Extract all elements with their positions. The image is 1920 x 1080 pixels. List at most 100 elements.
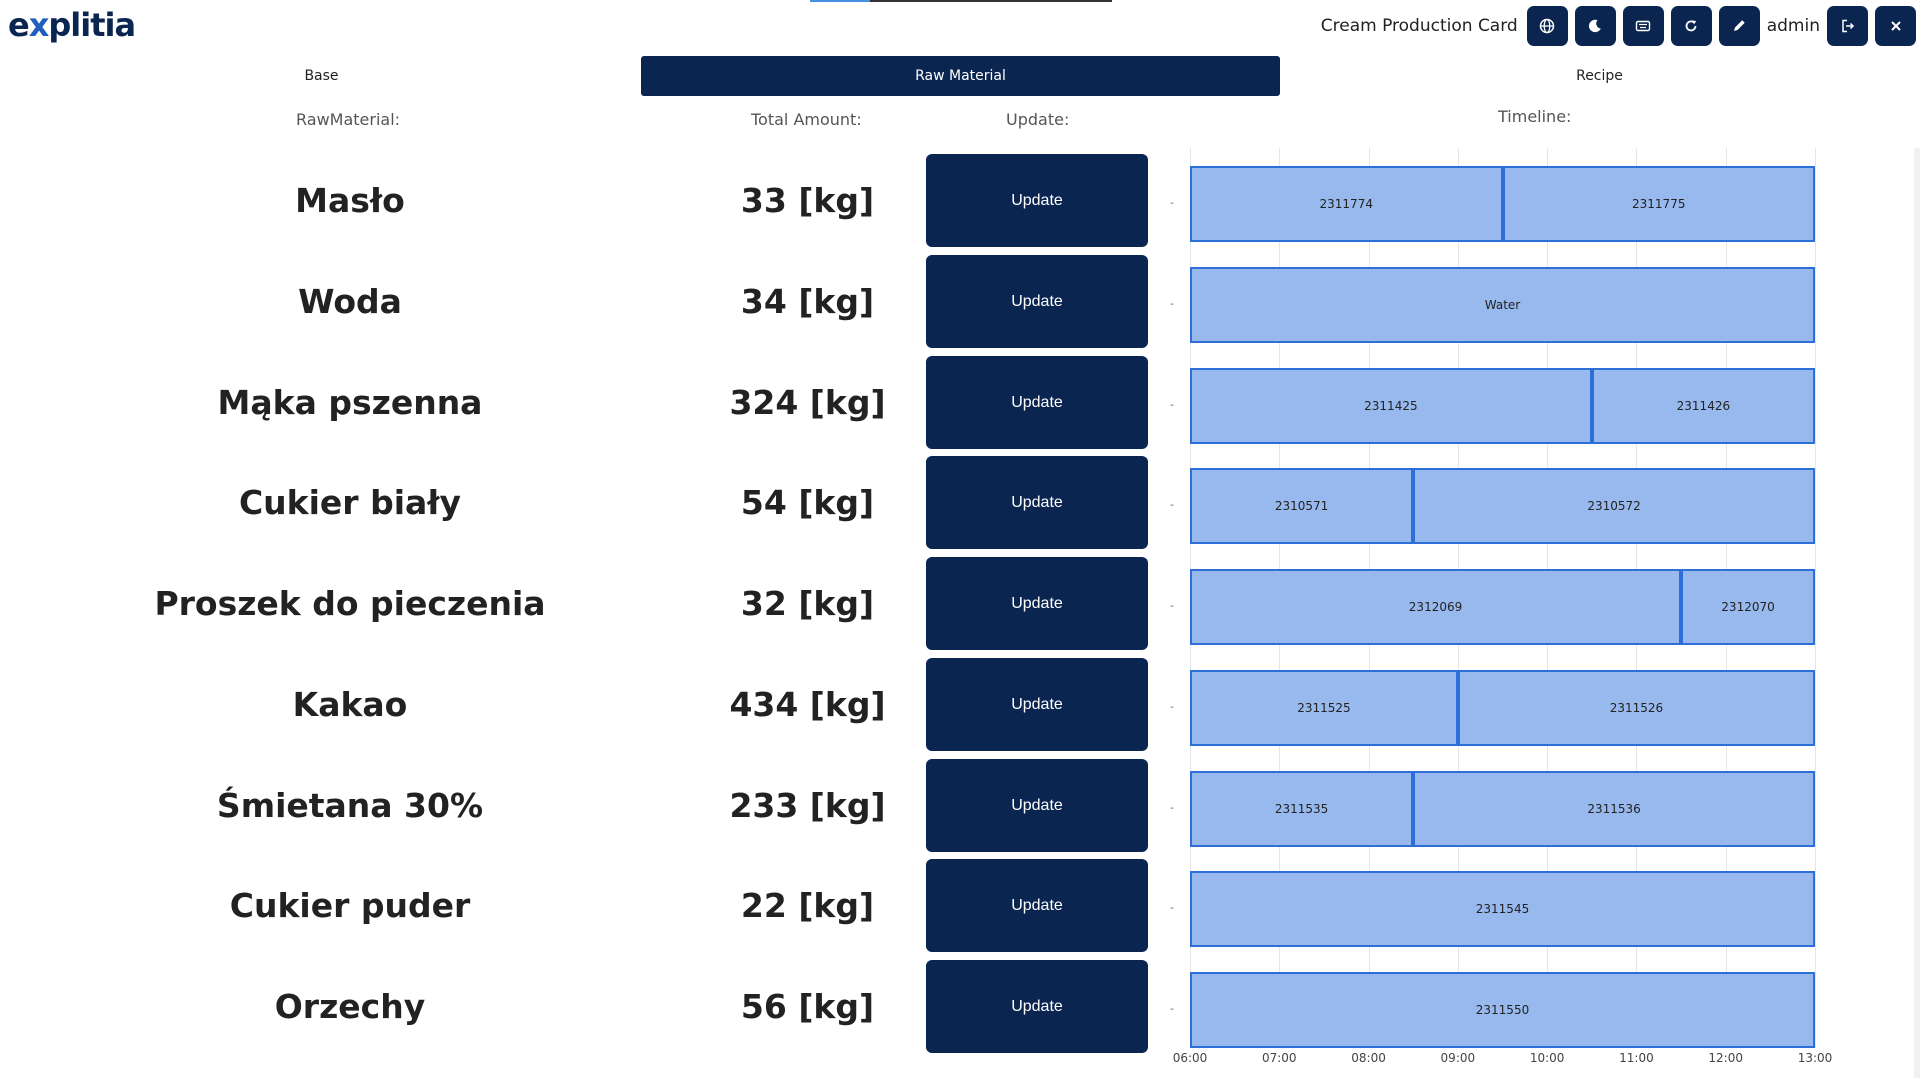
update-button[interactable]: Update — [926, 960, 1148, 1053]
timeline-tick-label: 12:00 — [1708, 1051, 1743, 1065]
timeline-tick-label: 09:00 — [1440, 1051, 1476, 1065]
material-name: Mąka pszenna — [217, 382, 483, 422]
timeline-batch-bar[interactable]: 2311545 — [1190, 871, 1815, 947]
timeline-row-label: - — [1170, 599, 1174, 612]
material-row: Kakao 434 [kg] Update — [0, 657, 1920, 751]
logo-text-pre: e — [8, 6, 30, 44]
moon-icon — [1589, 19, 1602, 33]
page-title: Cream Production Card — [1320, 16, 1518, 36]
edit-button[interactable] — [1718, 6, 1760, 46]
column-header-raw-material: RawMaterial: — [296, 110, 401, 129]
timeline-row-label: - — [1170, 297, 1174, 310]
timeline-batch-bar[interactable]: Water — [1190, 267, 1815, 343]
material-total-amount: 434 [kg] — [729, 684, 886, 724]
update-button[interactable]: Update — [926, 356, 1148, 449]
app-header: explitia Cream Production Card admin — [0, 0, 1920, 50]
refresh-icon — [1685, 20, 1697, 32]
update-button[interactable]: Update — [926, 557, 1148, 650]
material-row: Woda 34 [kg] Update — [0, 254, 1920, 348]
language-button[interactable] — [1526, 6, 1568, 46]
material-total-amount: 32 [kg] — [740, 583, 875, 623]
timeline-batch-bar[interactable]: 2311525 — [1190, 670, 1458, 746]
logo-text-x: x — [28, 6, 50, 44]
timeline-tick-label: 06:00 — [1172, 1051, 1208, 1065]
timeline-batch-bar[interactable]: 2312069 — [1190, 569, 1682, 645]
timeline-batch-bar[interactable]: 2311774 — [1190, 166, 1503, 242]
dark-mode-button[interactable] — [1574, 6, 1616, 46]
update-button[interactable]: Update — [926, 456, 1148, 549]
material-name: Orzechy — [274, 986, 426, 1026]
timeline-row-label: - — [1170, 498, 1174, 511]
timeline-tick-label: 08:00 — [1351, 1051, 1386, 1065]
tab-raw-material[interactable]: Raw Material — [641, 56, 1280, 96]
timeline-row-label: - — [1170, 196, 1174, 209]
timeline-row-label: - — [1170, 398, 1174, 411]
timeline-tick-label: 07:00 — [1261, 1051, 1297, 1065]
update-button[interactable]: Update — [926, 154, 1148, 247]
material-name: Proszek do pieczenia — [154, 583, 546, 623]
logo-text-post: plitia — [48, 6, 136, 44]
column-header-update: Update: — [1006, 110, 1070, 129]
material-row: Masło 33 [kg] Update — [0, 153, 1920, 247]
material-row: Cukier biały 54 [kg] Update — [0, 455, 1920, 549]
timeline-batch-bar[interactable]: 2311535 — [1190, 771, 1414, 847]
close-button[interactable] — [1875, 6, 1916, 46]
material-row: Cukier puder 22 [kg] Update — [0, 858, 1920, 952]
material-name: Woda — [298, 281, 402, 321]
tab-recipe[interactable]: Recipe — [1576, 68, 1623, 84]
timeline-batch-bar[interactable]: 2311426 — [1591, 368, 1815, 444]
material-total-amount: 22 [kg] — [740, 885, 875, 925]
loading-bar — [810, 0, 1112, 2]
close-icon — [1890, 21, 1901, 31]
timeline-gridline — [1815, 148, 1816, 1048]
timeline-batch-bar[interactable]: 2310572 — [1413, 468, 1815, 544]
timeline-batch-bar[interactable]: 2311775 — [1502, 166, 1815, 242]
timeline-batch-bar[interactable]: 2311526 — [1457, 670, 1815, 746]
timeline-batch-bar[interactable]: 2312070 — [1681, 569, 1815, 645]
material-row: Orzechy 56 [kg] Update — [0, 959, 1920, 1053]
explitia-logo[interactable]: explitia — [8, 6, 136, 44]
header-actions: Cream Production Card admin — [1321, 6, 1916, 46]
timeline-row-label: - — [1170, 901, 1174, 914]
material-row: Śmietana 30% 233 [kg] Update — [0, 758, 1920, 852]
material-row: Proszek do pieczenia 32 [kg] Update — [0, 556, 1920, 650]
timeline-tick-label: 13:00 — [1797, 1051, 1833, 1065]
material-total-amount: 56 [kg] — [740, 986, 875, 1026]
timeline-row-label: - — [1170, 801, 1174, 814]
keyboard-button[interactable] — [1622, 6, 1664, 46]
material-total-amount: 33 [kg] — [740, 180, 875, 220]
timeline-batch-bar[interactable]: 2311536 — [1413, 771, 1815, 847]
update-button[interactable]: Update — [926, 759, 1148, 852]
material-total-amount: 324 [kg] — [729, 382, 886, 422]
timeline-tick-label: 10:00 — [1529, 1051, 1565, 1065]
timeline-tick-label: 11:00 — [1619, 1051, 1654, 1065]
material-name: Cukier biały — [238, 482, 462, 522]
globe-icon — [1539, 18, 1555, 34]
material-total-amount: 34 [kg] — [740, 281, 875, 321]
material-total-amount: 54 [kg] — [740, 482, 875, 522]
timeline-batch-bar[interactable]: 2311550 — [1190, 972, 1815, 1048]
logout-button[interactable] — [1827, 6, 1868, 46]
update-button[interactable]: Update — [926, 859, 1148, 952]
material-total-amount: 233 [kg] — [729, 785, 886, 825]
update-button[interactable]: Update — [926, 658, 1148, 751]
material-name: Masło — [295, 180, 405, 220]
material-row: Mąka pszenna 324 [kg] Update — [0, 355, 1920, 449]
tab-base[interactable]: Base — [304, 68, 339, 84]
timeline-batch-bar[interactable]: 2311425 — [1190, 368, 1592, 444]
logout-icon — [1841, 19, 1854, 33]
column-header-total-amount: Total Amount: — [751, 110, 862, 129]
keyboard-icon — [1636, 20, 1651, 32]
refresh-button[interactable] — [1670, 6, 1712, 46]
update-button[interactable]: Update — [926, 255, 1148, 348]
loading-bar-fill — [810, 0, 871, 2]
timeline-row-label: - — [1170, 1002, 1174, 1015]
timeline-chart: 06:00 07:00 08:00 09:00 10:00 11:00 12:00 13:00… — [1155, 148, 1915, 1078]
material-name: Śmietana 30% — [216, 785, 484, 825]
scrollbar[interactable] — [1914, 148, 1920, 1078]
timeline-batch-bar[interactable]: 2310571 — [1190, 468, 1414, 544]
pencil-icon — [1734, 20, 1745, 31]
tab-bar: Base Raw Material Recipe — [2, 56, 1920, 96]
material-name: Kakao — [292, 684, 408, 724]
